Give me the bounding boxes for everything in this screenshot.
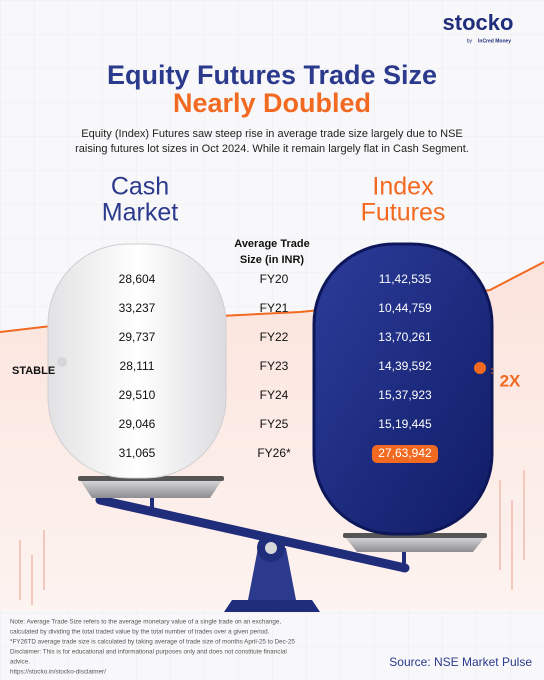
source: Source: NSE Market Pulse — [389, 655, 532, 669]
description: Equity (Index) Futures saw steep rise in… — [81, 128, 463, 140]
column-header: Size (in INR) — [240, 254, 305, 266]
decor-candles — [19, 470, 525, 605]
cash-capsule — [47, 243, 227, 479]
futures-capsule — [312, 242, 494, 536]
cash-value: 28,604 — [119, 272, 156, 286]
year-label: FY25 — [260, 417, 289, 431]
stable-label: STABLE — [12, 365, 55, 377]
cash-value: 29,046 — [119, 417, 156, 431]
note-line: *FY26TD average trade size is calculated… — [10, 639, 295, 646]
left-heading: Market — [102, 199, 178, 227]
right-marker — [474, 362, 486, 374]
futures-value: 13,70,261 — [378, 330, 432, 344]
cash-value: 33,237 — [119, 301, 156, 315]
year-label: FY23 — [260, 359, 289, 373]
left-marker — [57, 357, 67, 367]
column-header: Average Trade — [234, 238, 309, 250]
multiplier-label: 2X — [500, 371, 521, 390]
note-line: https://stocko.in/stocko-disclaimer/ — [10, 669, 106, 676]
year-label: FY24 — [260, 388, 289, 402]
futures-value: 14,39,592 — [378, 359, 432, 373]
futures-value: 11,42,535 — [379, 272, 432, 286]
futures-value: 10,44,759 — [378, 301, 432, 315]
brand-by: by — [467, 38, 473, 44]
highlight-pill — [372, 445, 438, 463]
title-line2: Nearly Doubled — [173, 88, 371, 118]
scale — [78, 476, 487, 612]
cash-value: 29,737 — [119, 330, 156, 344]
left-heading: Cash — [111, 173, 169, 201]
brand-partner: InCred Money — [478, 38, 511, 44]
futures-value: 27,63,942 — [378, 446, 432, 460]
brand-name: stocko — [443, 10, 514, 35]
year-label: FY26* — [257, 446, 291, 460]
year-label: FY21 — [260, 301, 289, 315]
note-line: calculated by dividing the total traded … — [10, 629, 270, 636]
year-label: FY20 — [260, 272, 289, 286]
right-heading: Index — [372, 173, 434, 201]
futures-value: 15,19,445 — [378, 417, 432, 431]
year-label: FY22 — [260, 330, 289, 344]
cash-value: 28,111 — [120, 359, 155, 373]
cash-value: 31,065 — [119, 446, 156, 460]
title-line1: Equity Futures Trade Size — [107, 60, 437, 90]
note-line: Disclaimer: This is for educational and … — [10, 649, 287, 656]
futures-value: 15,37,923 — [378, 388, 432, 402]
note-line: Note: Average Trade Size refers to the a… — [10, 619, 281, 626]
note-line: advice. — [10, 659, 30, 666]
description: raising futures lot sizes in Oct 2024. W… — [75, 143, 469, 155]
cash-value: 29,510 — [119, 388, 156, 402]
right-heading: Futures — [361, 199, 446, 227]
